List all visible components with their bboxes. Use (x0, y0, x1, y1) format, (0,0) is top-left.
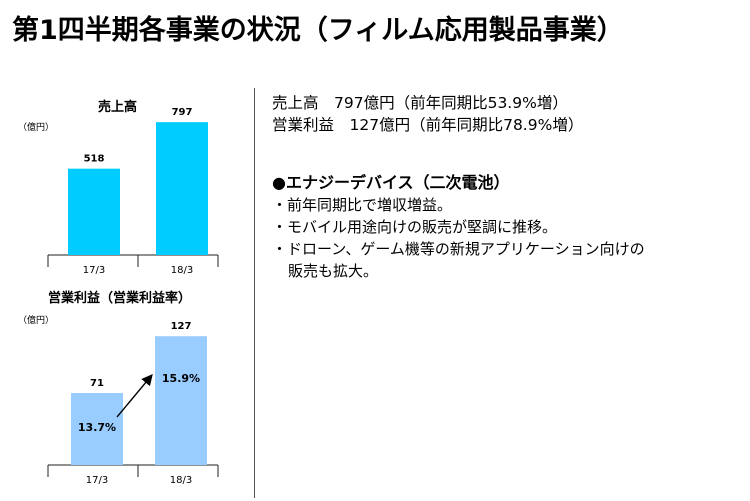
bar (68, 168, 120, 255)
category-label: 18/3 (170, 475, 192, 486)
profit-chart-unit: （億円） (18, 316, 55, 326)
page-title: 第1四半期各事業の状況（フィルム応用製品事業） (12, 15, 624, 46)
category-label: 17/3 (83, 265, 105, 276)
vertical-divider (254, 88, 255, 498)
category-label: 17/3 (86, 475, 108, 486)
summary: 売上高 797億円（前年同期比53.9%増） 営業利益 127億円（前年同期比7… (272, 92, 583, 136)
sales-chart-unit: （億円） (18, 123, 55, 133)
bar (156, 122, 208, 256)
bullet-item: ・前年同期比で増収増益。 (272, 196, 453, 214)
bar (155, 336, 207, 465)
sales-chart: 518 17/3 797 18/3 (47, 107, 219, 276)
margin-label: 15.9% (162, 372, 200, 385)
data-label: 71 (90, 378, 104, 389)
category-label: 18/3 (171, 265, 193, 276)
bullet-item: 販売も拡大。 (288, 262, 379, 280)
sales-chart-title: 売上高 (98, 100, 138, 115)
section-heading: ●エナジーデバイス（二次電池） (272, 173, 510, 192)
bar (71, 392, 123, 465)
bullet-item: ・ドローン、ゲーム機等の新規アプリケーション向けの (272, 240, 645, 258)
profit-chart-title: 営業利益（営業利益率） (48, 291, 192, 306)
margin-label: 13.7% (78, 421, 116, 434)
energy-device-section: ●エナジーデバイス（二次電池） ・前年同期比で増収増益。 ・モバイル用途向けの販… (272, 172, 645, 282)
growth-arrow (116, 374, 153, 418)
profit-summary: 営業利益 127億円（前年同期比78.9%増） (272, 116, 584, 134)
sales-summary: 売上高 797億円（前年同期比53.9%増） (272, 94, 568, 112)
data-label: 127 (171, 321, 192, 332)
profit-chart: 71 17/3 127 18/3 13.7% 15.9% (47, 321, 219, 486)
data-label: 797 (172, 107, 193, 118)
data-label: 518 (84, 154, 105, 165)
bullet-item: ・モバイル用途向けの販売が堅調に推移。 (272, 218, 558, 236)
